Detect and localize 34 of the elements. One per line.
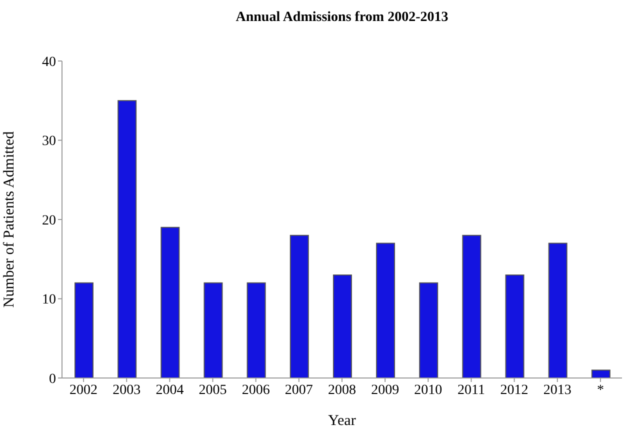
x-tick-label: 2012 (500, 382, 528, 398)
bar (160, 226, 180, 378)
x-tick-label: 2010 (414, 382, 442, 398)
x-tick-label: 2002 (70, 382, 98, 398)
x-tick-label: 2009 (371, 382, 400, 398)
bar (591, 370, 610, 378)
bar (505, 274, 524, 378)
bar (118, 100, 137, 378)
y-tick-label: 0 (49, 372, 56, 387)
bar (376, 242, 396, 378)
bar (290, 234, 309, 378)
y-tick-label: 30 (42, 134, 56, 150)
x-tick-label: 2013 (543, 382, 572, 398)
y-axis-title: Number of Patients Admitted (1, 130, 18, 308)
x-tick-label: 2011 (457, 382, 485, 398)
y-tick-label: 20 (42, 213, 56, 228)
bar (419, 282, 438, 378)
y-tick-label: 40 (42, 54, 56, 70)
x-tick-label: 2007 (284, 382, 313, 398)
bar (204, 282, 223, 378)
bar (462, 234, 482, 378)
x-tick-label: 2006 (242, 382, 270, 398)
x-tick-label: 2008 (328, 382, 356, 398)
x-tick-label: 2004 (156, 382, 184, 398)
bar (246, 282, 266, 378)
chart-title: Annual Admissions from 2002-2013 (234, 10, 450, 26)
bar (74, 282, 94, 378)
bar (332, 274, 352, 378)
x-tick-label: * (596, 382, 604, 398)
bar (548, 242, 568, 378)
x-axis-title: Year (328, 413, 356, 427)
y-tick-label: 10 (42, 292, 56, 308)
x-tick-label: 2003 (112, 382, 141, 398)
x-tick-label: 2005 (198, 382, 227, 398)
